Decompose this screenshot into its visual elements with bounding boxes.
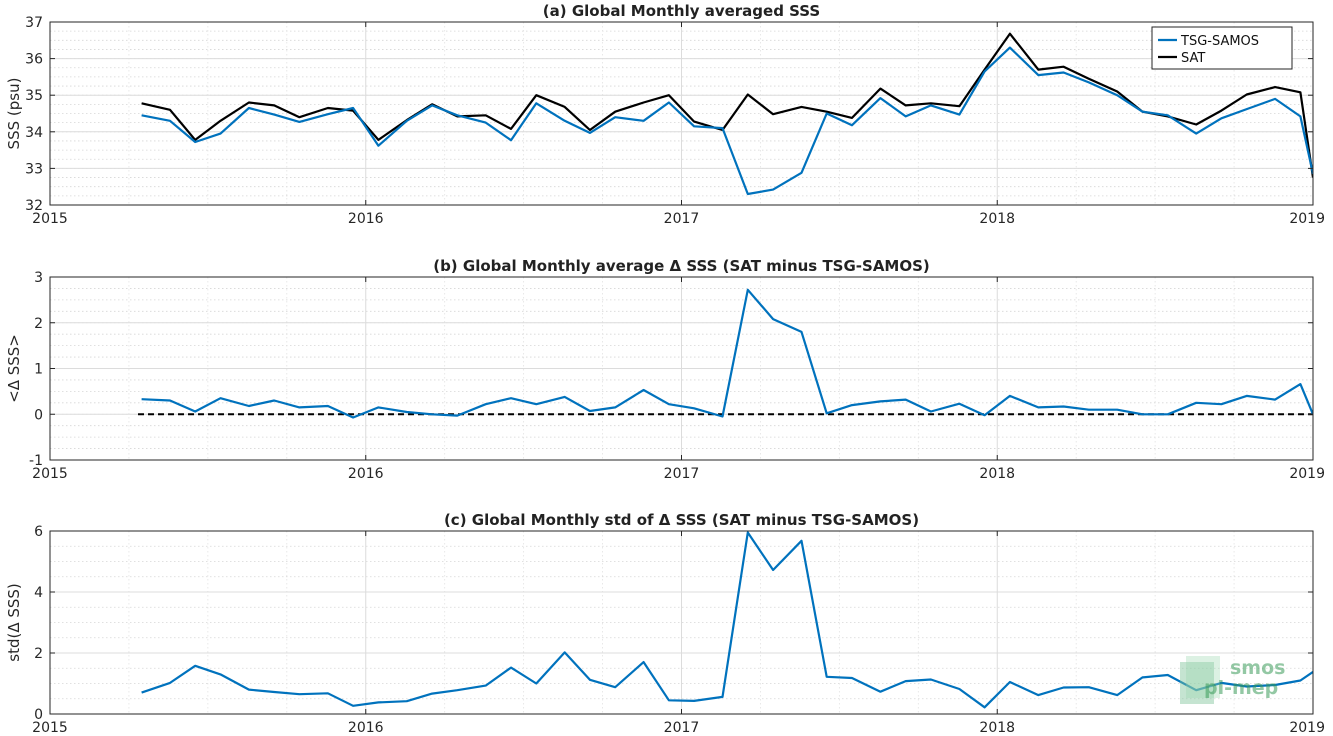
x-tick-label: 2017 <box>664 720 700 736</box>
series-line-delta-sss <box>141 288 1313 419</box>
panel-c: 0 2 4 6 2015 2016 2017 2018 2019 (c) Global Month… <box>5 511 1325 736</box>
y-tick-label: -1 <box>29 453 43 469</box>
legend-entry-tsg-samos: TSG-SAMOS <box>1180 34 1259 49</box>
series-line-sat <box>141 32 1313 178</box>
panel-b: -1 0 1 2 3 2015 2016 2017 2018 2019 (b) Global Mon… <box>5 257 1325 482</box>
y-tick-label: 32 <box>25 198 43 214</box>
x-tick-label: 2016 <box>348 211 384 227</box>
y-tick-label: 2 <box>34 646 43 662</box>
panel-title: (c) Global Monthly std of Δ SSS (SAT min… <box>444 511 919 529</box>
x-tick-label: 2019 <box>1289 720 1325 736</box>
legend: TSG-SAMOS SAT <box>1151 26 1293 70</box>
x-tick-label: 2017 <box>664 466 700 482</box>
x-tick-label: 2019 <box>1289 466 1325 482</box>
x-tick-label: 2018 <box>979 720 1015 736</box>
x-tick-label: 2016 <box>348 466 384 482</box>
panel-title: (a) Global Monthly averaged SSS <box>543 2 820 20</box>
y-tick-label: 3 <box>34 270 43 286</box>
watermark-line1: smos <box>1230 657 1285 679</box>
y-tick-label: 6 <box>34 524 43 540</box>
panel-title: (b) Global Monthly average Δ SSS (SAT mi… <box>433 257 930 275</box>
watermark-logo-icon <box>1180 656 1220 704</box>
x-tick-label: 2015 <box>32 720 68 736</box>
y-tick-label: 4 <box>34 585 43 601</box>
x-tick-label: 2016 <box>348 720 384 736</box>
y-tick-label: 0 <box>34 707 43 723</box>
watermark-line2: pi-mep <box>1204 677 1278 699</box>
legend-entry-sat: SAT <box>1181 51 1205 66</box>
y-tick-label: 2 <box>34 316 43 332</box>
y-tick-label: 0 <box>34 407 43 423</box>
series-line-tsg-samos <box>141 46 1313 196</box>
smos-pi-mep-watermark: smos pi-mep <box>1180 656 1285 704</box>
x-tick-label: 2018 <box>979 211 1015 227</box>
y-tick-label: 33 <box>25 161 43 177</box>
y-tick-label: 34 <box>25 125 43 141</box>
x-tick-label: 2015 <box>32 211 68 227</box>
legend-box <box>1151 26 1293 70</box>
x-tick-label: 2017 <box>664 211 700 227</box>
y-tick-label: 37 <box>25 15 43 31</box>
y-axis-label: <Δ SSS> <box>5 334 23 403</box>
y-tick-label: 35 <box>25 88 43 104</box>
x-tick-label: 2018 <box>979 466 1015 482</box>
x-tick-label: 2019 <box>1289 211 1325 227</box>
x-tick-label: 2015 <box>32 466 68 482</box>
y-tick-label: 36 <box>25 52 43 68</box>
y-tick-label: 1 <box>34 362 43 378</box>
panel-a: 32 33 34 35 36 37 2015 2016 2017 2018 2019 (a) Glob… <box>5 2 1325 227</box>
y-axis-label: SSS (psu) <box>5 78 23 150</box>
y-axis-label: std(Δ SSS) <box>5 583 23 662</box>
series-line-delta-sss <box>141 531 1313 709</box>
